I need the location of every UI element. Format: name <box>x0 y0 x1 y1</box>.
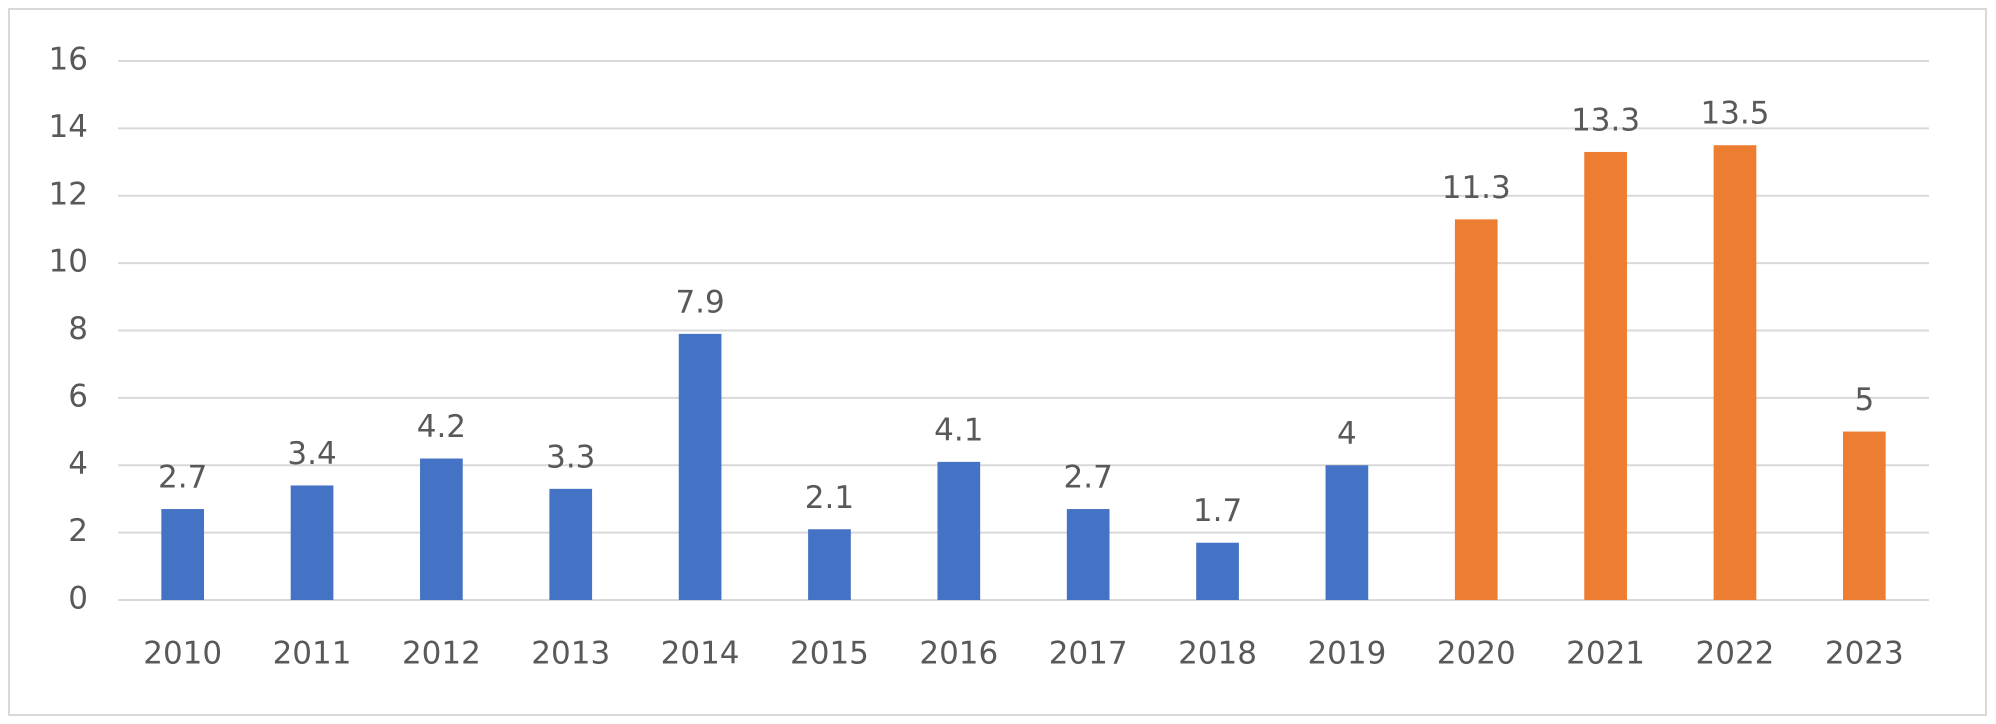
y-tick-label: 8 <box>68 311 88 347</box>
bar <box>290 485 334 600</box>
x-tick-label: 2020 <box>1437 636 1516 672</box>
y-tick-label: 6 <box>68 378 88 414</box>
bar <box>808 529 851 600</box>
data-label: 2.7 <box>158 460 207 496</box>
data-label: 4 <box>1337 416 1357 452</box>
bar <box>549 488 593 600</box>
data-label: 5 <box>1854 382 1874 418</box>
data-label: 13.3 <box>1571 102 1640 138</box>
data-label: 4.1 <box>934 412 983 448</box>
data-label: 4.2 <box>417 409 466 445</box>
y-tick-label: 10 <box>49 244 88 280</box>
x-tick-label: 2011 <box>273 636 352 672</box>
bar <box>1325 465 1369 600</box>
x-tick-label: 2015 <box>790 636 869 672</box>
y-tick-label: 0 <box>68 581 88 617</box>
bar <box>161 509 205 600</box>
x-tick-label: 2018 <box>1178 636 1257 672</box>
chart-frame <box>8 8 1987 716</box>
data-label: 3.3 <box>546 439 595 475</box>
data-label: 11.3 <box>1442 170 1511 206</box>
bar <box>937 461 981 600</box>
x-tick-label: 2013 <box>531 636 610 672</box>
x-tick-label: 2019 <box>1307 636 1386 672</box>
data-label: 13.5 <box>1700 96 1769 132</box>
x-tick-label: 2022 <box>1696 636 1775 672</box>
x-tick-label: 2012 <box>402 636 481 672</box>
bar <box>1584 151 1627 601</box>
y-tick-label: 16 <box>49 42 88 78</box>
data-label: 7.9 <box>675 284 724 320</box>
data-label: 1.7 <box>1193 493 1242 529</box>
data-label: 2.7 <box>1064 460 1113 496</box>
x-tick-label: 2023 <box>1825 636 1904 672</box>
y-tick-label: 12 <box>49 176 88 212</box>
bar <box>420 458 463 600</box>
y-tick-label: 14 <box>49 109 88 145</box>
x-tick-label: 2017 <box>1049 636 1128 672</box>
bar <box>678 333 722 600</box>
x-tick-label: 2014 <box>661 636 740 672</box>
x-tick-label: 2016 <box>919 636 998 672</box>
x-tick-label: 2021 <box>1566 636 1645 672</box>
data-label: 3.4 <box>287 436 336 472</box>
data-label: 2.1 <box>805 480 854 516</box>
bar <box>1196 542 1239 600</box>
y-tick-label: 4 <box>68 446 88 482</box>
bar <box>1842 431 1886 600</box>
bar <box>1066 509 1110 600</box>
y-tick-label: 2 <box>68 513 88 549</box>
bar <box>1713 145 1757 600</box>
x-tick-label: 2010 <box>143 636 222 672</box>
bar <box>1454 219 1498 601</box>
